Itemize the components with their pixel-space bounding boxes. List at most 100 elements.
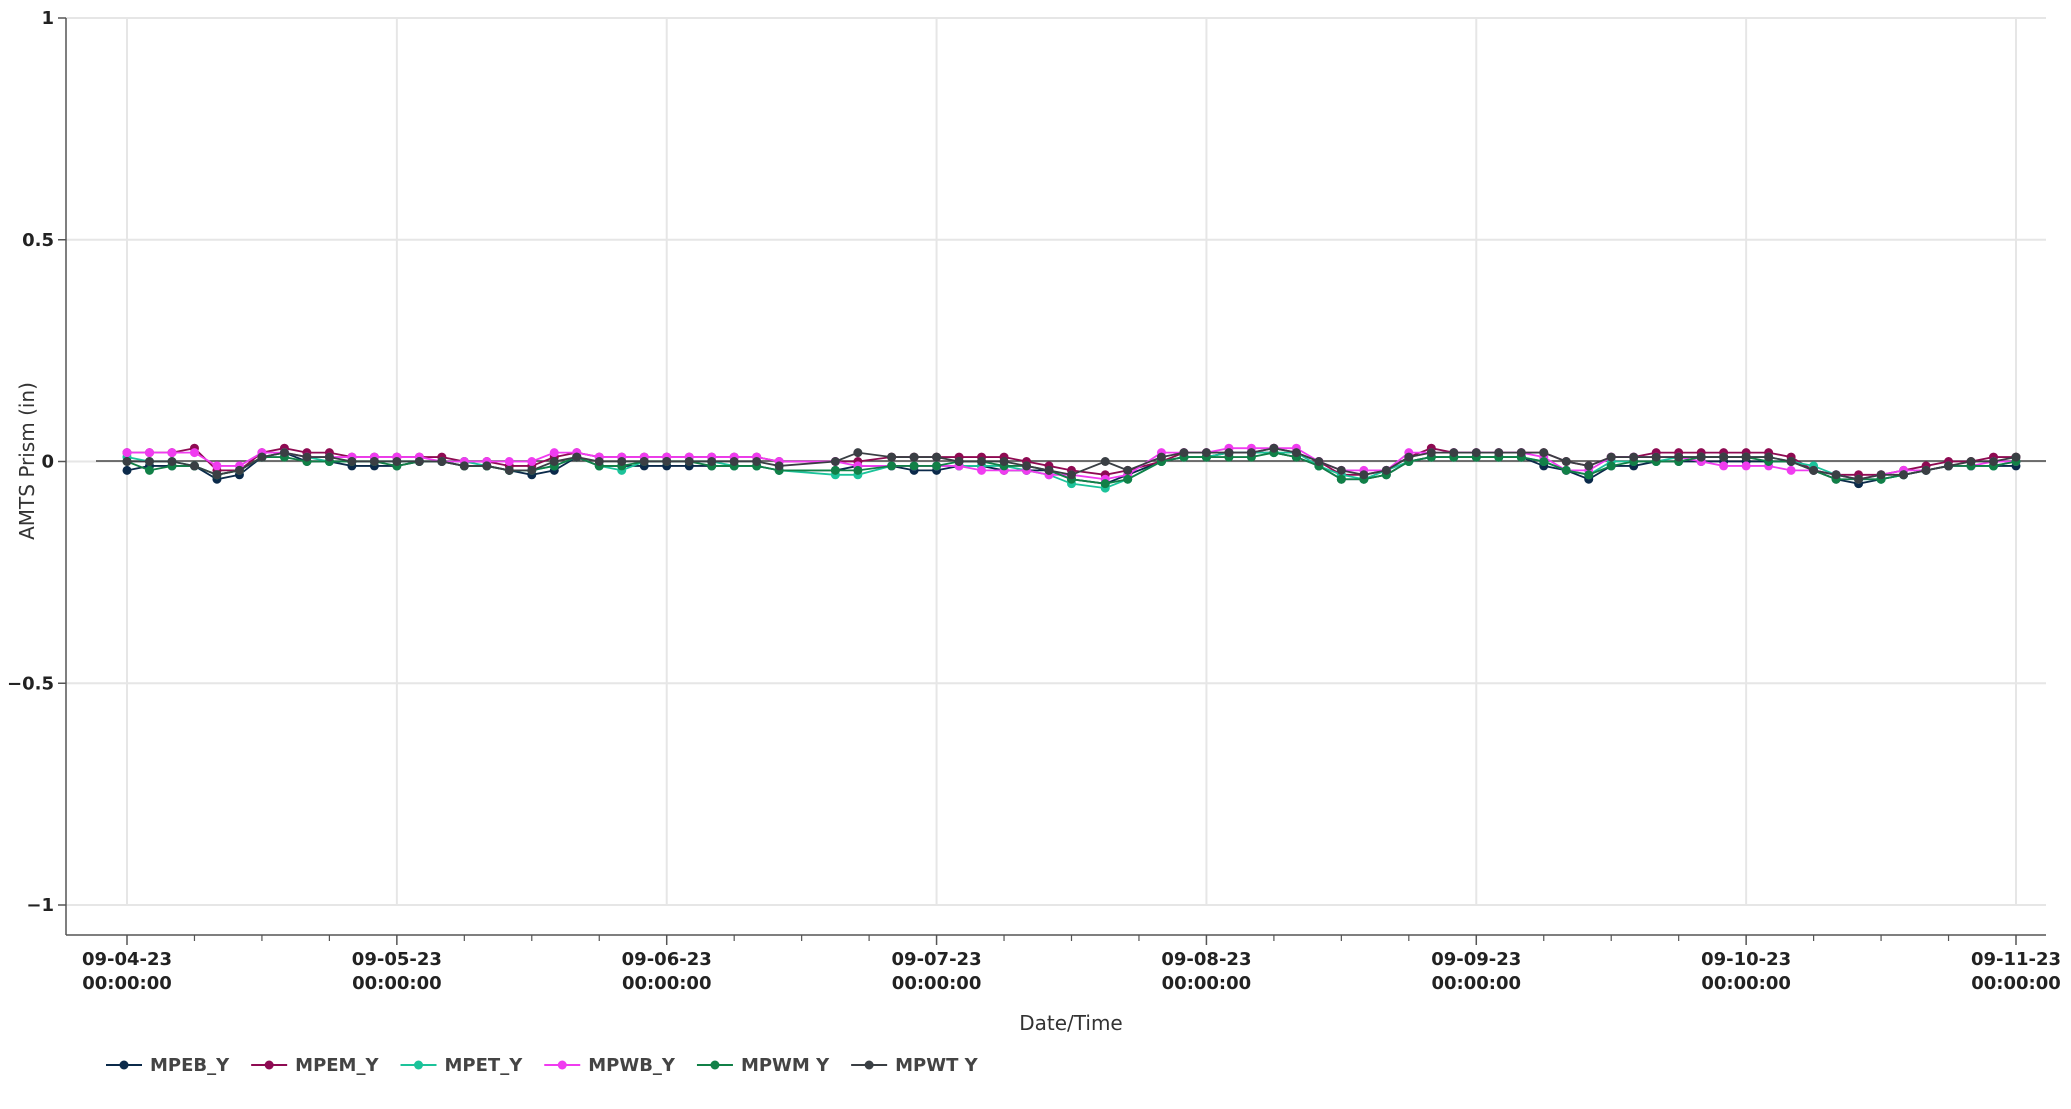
data-point-MPWT Y [1764, 452, 1774, 462]
x-tick-label-date: 09-07-23 [892, 949, 982, 970]
data-point-MPWT Y [909, 452, 919, 462]
data-point-MPWT Y [1359, 470, 1369, 480]
data-point-MPWT Y [1741, 452, 1751, 462]
data-point-MPWT Y [302, 452, 312, 462]
data-point-MPWM Y [830, 465, 840, 475]
data-point-MPWM Y [1584, 470, 1594, 480]
x-tick-label-date: 09-04-23 [82, 949, 172, 970]
x-tick-label-date: 09-06-23 [622, 949, 712, 970]
x-tick-label-time: 00:00:00 [1701, 973, 1791, 994]
legend-item-MPEB_Y: MPEB_Y [106, 1055, 230, 1076]
data-point-MPWT Y [594, 457, 604, 466]
data-point-MPWT Y [347, 457, 357, 466]
data-point-MPWT Y [752, 457, 762, 466]
data-point-MPWT Y [1719, 452, 1729, 462]
data-point-MPWT Y [482, 461, 492, 471]
data-point-MPWT Y [729, 457, 739, 466]
data-point-MPWT Y [1426, 448, 1436, 458]
data-point-MPWT Y [977, 457, 987, 466]
data-point-MPWT Y [1201, 448, 1211, 458]
legend-swatch-marker [119, 1060, 129, 1070]
legend-label: MPWM Y [741, 1055, 830, 1076]
data-point-MPWT Y [1854, 474, 1864, 484]
data-point-MPEB_Y [122, 465, 132, 475]
data-point-MPWB_Y [527, 457, 537, 466]
data-point-MPWT Y [1067, 470, 1076, 480]
data-point-MPWT Y [1696, 452, 1706, 462]
data-point-MPWT Y [234, 465, 244, 475]
data-point-MPWB_Y [977, 465, 987, 475]
x-tick-label-time: 00:00:00 [622, 973, 712, 994]
data-point-MPWT Y [639, 457, 649, 466]
data-point-MPWT Y [414, 457, 424, 466]
data-point-MPWT Y [527, 465, 537, 475]
data-point-MPWT Y [1989, 457, 1999, 466]
data-point-MPWT Y [1246, 448, 1256, 458]
data-point-MPWT Y [1944, 461, 1954, 471]
legend-swatch-marker [710, 1060, 720, 1070]
data-point-MPWT Y [1809, 465, 1819, 475]
legend-label: MPET_Y [445, 1055, 524, 1076]
data-point-MPWM Y [853, 465, 863, 475]
data-point-MPWT Y [1449, 448, 1459, 458]
data-point-MPWT Y [212, 470, 222, 480]
data-point-MPWM Y [1100, 479, 1110, 489]
data-point-MPWT Y [774, 461, 784, 471]
data-point-MPWT Y [1179, 448, 1189, 458]
data-point-MPWT Y [1651, 452, 1661, 462]
data-point-MPWB_Y [144, 448, 154, 458]
data-point-MPWT Y [189, 461, 199, 471]
legend-item-MPWB_Y: MPWB_Y [544, 1055, 676, 1076]
data-point-MPWT Y [257, 452, 267, 462]
data-point-MPWB_Y [504, 457, 514, 466]
data-point-MPWT Y [1123, 465, 1133, 475]
data-point-MPWM Y [1606, 461, 1616, 471]
data-point-MPWT Y [1584, 461, 1594, 471]
legend-swatch-marker [264, 1060, 274, 1070]
x-tick-label-time: 00:00:00 [352, 973, 442, 994]
data-point-MPWT Y [549, 457, 559, 466]
legend-item-MPWM Y: MPWM Y [696, 1055, 830, 1076]
legend-label: MPEM_Y [295, 1055, 379, 1076]
data-point-MPWT Y [954, 457, 964, 466]
legend-swatch-marker [414, 1060, 424, 1070]
data-point-MPWT Y [2011, 452, 2021, 462]
y-tick-label: 0 [41, 452, 54, 473]
x-tick-label-date: 09-11-23 [1971, 949, 2061, 970]
data-point-MPWM Y [932, 461, 942, 471]
x-tick-label-date: 09-05-23 [352, 949, 442, 970]
data-point-MPWB_Y [1719, 461, 1729, 471]
data-point-MPWT Y [1921, 465, 1931, 475]
data-point-MPWT Y [504, 465, 514, 475]
y-tick-label: 0.5 [22, 230, 54, 251]
data-point-MPWT Y [830, 457, 840, 466]
legend-label: MPEB_Y [150, 1055, 230, 1076]
data-point-MPWT Y [1100, 457, 1110, 466]
data-point-MPWT Y [1381, 465, 1391, 475]
data-point-MPWT Y [1471, 448, 1481, 458]
x-tick-label-time: 00:00:00 [82, 973, 172, 994]
data-point-MPWB_Y [167, 448, 177, 458]
data-point-MPWM Y [887, 461, 897, 471]
legend-swatch-marker [864, 1060, 874, 1070]
data-point-MPWT Y [1156, 452, 1166, 462]
data-point-MPWT Y [662, 457, 672, 466]
x-tick-label-time: 00:00:00 [892, 973, 982, 994]
data-point-MPWB_Y [1741, 461, 1751, 471]
data-point-MPWT Y [1786, 457, 1796, 466]
legend-label: MPWB_Y [588, 1055, 676, 1076]
x-tick-label-time: 00:00:00 [1432, 973, 1522, 994]
data-point-MPWT Y [617, 457, 627, 466]
data-point-MPWT Y [999, 457, 1009, 466]
data-point-MPWT Y [932, 452, 942, 462]
data-point-MPWT Y [1336, 465, 1346, 475]
data-point-MPWT Y [1291, 448, 1301, 458]
data-point-MPWT Y [1269, 443, 1279, 453]
data-point-MPWB_Y [212, 461, 222, 471]
y-tick-label: −1 [26, 895, 54, 916]
data-point-MPWT Y [1314, 457, 1324, 466]
data-point-MPWT Y [1876, 470, 1886, 480]
legend: MPEB_Y MPEM_Y MPET_Y MPWB_Y MPWM Y MPWT Y [106, 1055, 979, 1076]
data-point-MPWM Y [909, 461, 919, 471]
